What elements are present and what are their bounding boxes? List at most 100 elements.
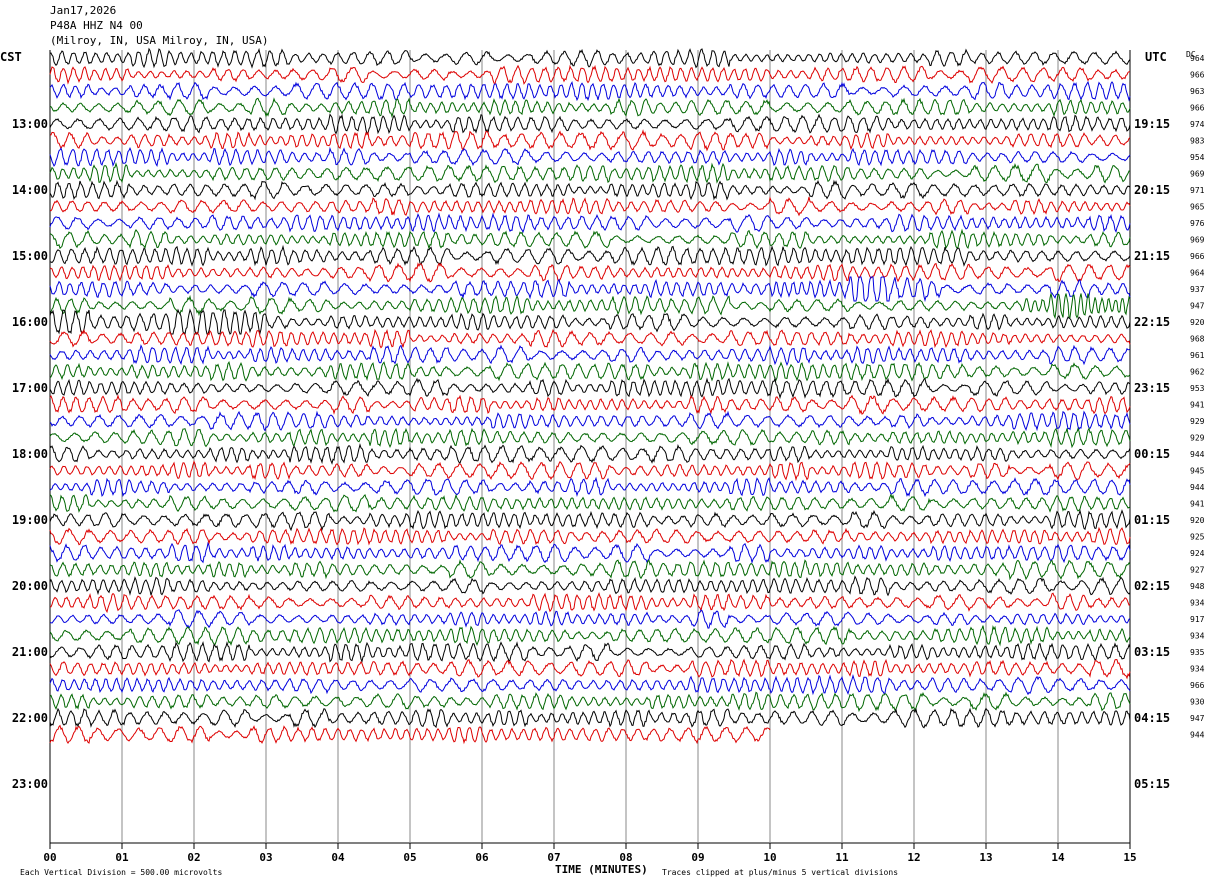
cst-timezone-label: CST xyxy=(0,50,22,64)
trace-row-24 xyxy=(49,443,1131,465)
trace-row-30 xyxy=(49,541,1131,565)
trace-row-19 xyxy=(49,360,1131,382)
utc-hour-label: 23:15 xyxy=(1134,381,1170,395)
x-tick-label: 14 xyxy=(1051,851,1065,864)
dc-offset-label: 947 xyxy=(1190,714,1205,723)
dc-offset-label: 965 xyxy=(1190,203,1205,212)
dc-offset-label: 974 xyxy=(1190,120,1205,129)
cst-hour-label: 20:00 xyxy=(12,579,48,593)
dc-offset-label: 925 xyxy=(1190,533,1205,542)
x-tick-label: 02 xyxy=(187,851,200,864)
dc-offset-label: 917 xyxy=(1190,615,1205,624)
x-tick-label: 01 xyxy=(115,851,129,864)
cst-hour-label: 14:00 xyxy=(12,183,48,197)
dc-offset-label: 954 xyxy=(1190,153,1205,162)
utc-hour-label: 00:15 xyxy=(1134,447,1170,461)
dc-offset-label: 961 xyxy=(1190,351,1205,360)
dc-offset-label: 964 xyxy=(1190,269,1205,278)
dc-offset-label: 947 xyxy=(1190,302,1205,311)
station-label: P48A HHZ N4 00 xyxy=(50,19,143,32)
dc-offset-label: 944 xyxy=(1190,450,1205,459)
trace-row-33 xyxy=(49,591,1131,614)
dc-offset-label: 983 xyxy=(1190,137,1205,146)
dc-offset-label: 969 xyxy=(1190,170,1205,179)
x-tick-label: 08 xyxy=(619,851,632,864)
dc-offset-label: 971 xyxy=(1190,186,1205,195)
x-tick-label: 03 xyxy=(259,851,272,864)
cst-hour-label: 18:00 xyxy=(12,447,48,461)
x-tick-label: 00 xyxy=(43,851,56,864)
cst-hour-label: 21:00 xyxy=(12,645,48,659)
trace-row-25 xyxy=(49,460,1131,482)
x-tick-label: 05 xyxy=(403,851,416,864)
seismic-traces xyxy=(49,47,1131,745)
dc-offset-label: 966 xyxy=(1190,104,1205,113)
trace-row-2 xyxy=(49,80,1131,102)
trace-row-3 xyxy=(49,97,1131,119)
trace-row-13 xyxy=(49,262,1131,283)
dc-offset-label: 920 xyxy=(1190,318,1205,327)
cst-hour-label: 19:00 xyxy=(12,513,48,527)
trace-row-26 xyxy=(49,476,1131,498)
dc-offset-label: 969 xyxy=(1190,236,1205,245)
cst-hour-label: 15:00 xyxy=(12,249,48,263)
trace-row-14 xyxy=(49,276,1131,303)
x-axis-title: TIME (MINUTES) xyxy=(555,863,648,876)
dc-offset-label: 966 xyxy=(1190,681,1205,690)
x-tick-label: 11 xyxy=(835,851,849,864)
trace-row-31 xyxy=(49,559,1131,581)
dc-offset-label: 966 xyxy=(1190,71,1205,80)
trace-row-35 xyxy=(49,625,1131,647)
trace-row-27 xyxy=(49,493,1131,513)
dc-offset-label: 968 xyxy=(1190,335,1205,344)
dc-offset-label: 937 xyxy=(1190,285,1205,294)
utc-hour-label: 22:15 xyxy=(1134,315,1170,329)
trace-row-36 xyxy=(49,640,1131,664)
dc-offset-label: 963 xyxy=(1190,87,1205,96)
location-label: (Milroy, IN, USA Milroy, IN, USA) xyxy=(50,34,269,47)
dc-offset-label: 934 xyxy=(1190,599,1205,608)
trace-row-4 xyxy=(49,113,1131,135)
trace-row-28 xyxy=(49,508,1131,532)
trace-row-18 xyxy=(49,344,1131,367)
dc-offset-label: 976 xyxy=(1190,219,1205,228)
x-tick-label: 15 xyxy=(1123,851,1136,864)
dc-offset-label: 944 xyxy=(1190,483,1205,492)
dc-offset-label: 966 xyxy=(1190,252,1205,261)
trace-row-10 xyxy=(49,212,1131,234)
trace-row-21 xyxy=(49,394,1131,415)
dc-offset-label: 941 xyxy=(1190,500,1205,509)
clip-note: Traces clipped at plus/minus 5 vertical … xyxy=(662,868,898,877)
cst-hour-label: 16:00 xyxy=(12,315,48,329)
date-label: Jan17,2026 xyxy=(50,4,117,17)
trace-row-9 xyxy=(49,196,1131,217)
x-tick-label: 09 xyxy=(691,851,704,864)
dc-offset-label: 934 xyxy=(1190,632,1205,641)
trace-row-34 xyxy=(49,609,1131,630)
trace-row-20 xyxy=(49,376,1131,400)
trace-row-17 xyxy=(49,328,1131,349)
trace-row-40 xyxy=(49,707,1131,729)
trace-row-0 xyxy=(49,47,1131,69)
x-tick-label: 07 xyxy=(547,851,560,864)
trace-row-6 xyxy=(49,146,1131,167)
dc-offset-label: 924 xyxy=(1190,549,1205,558)
x-tick-label: 13 xyxy=(979,851,992,864)
trace-row-8 xyxy=(49,179,1131,201)
x-tick-label: 06 xyxy=(475,851,489,864)
cst-hour-label: 13:00 xyxy=(12,117,48,131)
axis-labels: 00 01 02 03 04 05 06 07 08 09 10 11 12 13 14 15 964 966 96… xyxy=(0,50,1205,877)
trace-row-29 xyxy=(49,526,1131,546)
trace-row-39 xyxy=(49,691,1131,713)
utc-hour-label: 03:15 xyxy=(1134,645,1170,659)
dc-offset-label: 934 xyxy=(1190,665,1205,674)
trace-row-23 xyxy=(49,427,1131,449)
utc-hour-label: 01:15 xyxy=(1134,513,1170,527)
trace-row-7 xyxy=(49,162,1131,184)
dc-offset-label: 935 xyxy=(1190,648,1205,657)
trace-row-37 xyxy=(49,658,1131,680)
trace-row-16 xyxy=(49,308,1131,336)
dc-offset-label: 962 xyxy=(1190,368,1205,377)
utc-hour-label: 04:15 xyxy=(1134,711,1170,725)
